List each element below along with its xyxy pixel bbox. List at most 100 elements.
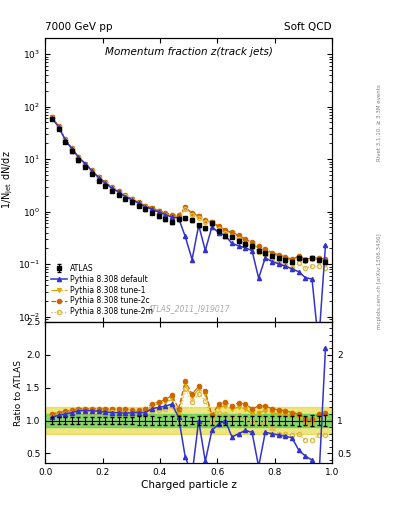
Pythia 8.308 default xyxy=(136,200,141,206)
Pythia 8.308 tune-2c xyxy=(323,257,328,263)
Pythia 8.308 default xyxy=(143,204,148,210)
Pythia 8.308 default xyxy=(156,209,161,215)
Bar xyxy=(45,408,332,434)
Y-axis label: 1/N$_{\rm jet}$ dN/dz: 1/N$_{\rm jet}$ dN/dz xyxy=(1,151,15,209)
Pythia 8.308 default xyxy=(223,232,228,239)
Pythia 8.308 tune-1 xyxy=(276,253,281,259)
Pythia 8.308 default xyxy=(116,189,121,195)
Pythia 8.308 tune-2m xyxy=(310,263,314,269)
Pythia 8.308 default xyxy=(90,168,94,174)
Pythia 8.308 tune-2m xyxy=(110,185,114,191)
Pythia 8.308 tune-2m xyxy=(163,212,168,219)
Pythia 8.308 tune-2c xyxy=(190,210,195,216)
Pythia 8.308 default xyxy=(217,229,221,236)
Pythia 8.308 default xyxy=(103,180,108,186)
Pythia 8.308 default xyxy=(63,137,68,143)
Pythia 8.308 tune-1 xyxy=(56,123,61,130)
Pythia 8.308 tune-1 xyxy=(76,154,81,160)
Pythia 8.308 tune-2c xyxy=(56,123,61,129)
Pythia 8.308 default xyxy=(203,247,208,253)
Pythia 8.308 tune-2m xyxy=(256,249,261,255)
Pythia 8.308 tune-2m xyxy=(236,236,241,242)
Pythia 8.308 tune-2m xyxy=(223,230,228,237)
Pythia 8.308 default xyxy=(190,257,195,263)
Pythia 8.308 tune-2m xyxy=(150,206,154,212)
Pythia 8.308 tune-2m xyxy=(156,210,161,216)
Pythia 8.308 tune-2m xyxy=(217,226,221,232)
Pythia 8.308 tune-2m xyxy=(70,146,74,152)
Pythia 8.308 tune-2c xyxy=(123,192,128,198)
Line: Pythia 8.308 tune-1: Pythia 8.308 tune-1 xyxy=(50,115,327,263)
Pythia 8.308 tune-1 xyxy=(110,184,114,190)
Pythia 8.308 tune-2c xyxy=(50,114,54,120)
Pythia 8.308 tune-1 xyxy=(243,238,248,244)
Pythia 8.308 tune-2m xyxy=(196,215,201,221)
Pythia 8.308 tune-2m xyxy=(50,115,54,121)
Pythia 8.308 default xyxy=(230,241,234,247)
Pythia 8.308 default xyxy=(256,275,261,281)
Pythia 8.308 tune-1 xyxy=(303,258,308,264)
Pythia 8.308 tune-2m xyxy=(76,154,81,160)
Pythia 8.308 tune-2c xyxy=(303,257,308,263)
Legend: ATLAS, Pythia 8.308 default, Pythia 8.308 tune-1, Pythia 8.308 tune-2c, Pythia 8: ATLAS, Pythia 8.308 default, Pythia 8.30… xyxy=(49,262,155,318)
Pythia 8.308 default xyxy=(150,206,154,212)
Pythia 8.308 tune-2c xyxy=(263,246,268,252)
Pythia 8.308 tune-2c xyxy=(76,154,81,160)
Pythia 8.308 tune-2m xyxy=(170,215,174,221)
Pythia 8.308 tune-1 xyxy=(250,241,254,247)
Pythia 8.308 tune-2c xyxy=(103,179,108,185)
Pythia 8.308 tune-2c xyxy=(170,212,174,218)
Pythia 8.308 tune-2c xyxy=(217,223,221,229)
Pythia 8.308 default xyxy=(296,269,301,275)
Pythia 8.308 tune-2c xyxy=(150,205,154,211)
Pythia 8.308 tune-2m xyxy=(303,265,308,271)
Pythia 8.308 tune-2m xyxy=(136,201,141,207)
Text: 7000 GeV pp: 7000 GeV pp xyxy=(45,22,113,32)
Pythia 8.308 tune-1 xyxy=(270,251,274,257)
Pythia 8.308 default xyxy=(196,222,201,228)
Pythia 8.308 tune-1 xyxy=(163,210,168,217)
Pythia 8.308 default xyxy=(83,161,88,167)
Pythia 8.308 tune-1 xyxy=(136,200,141,206)
Pythia 8.308 default xyxy=(310,276,314,282)
Pythia 8.308 tune-2m xyxy=(143,204,148,210)
Pythia 8.308 tune-2c xyxy=(63,136,68,142)
Pythia 8.308 tune-1 xyxy=(63,137,68,143)
Pythia 8.308 default xyxy=(56,124,61,130)
Text: mcplots.cern.ch [arXiv:1306.3436]: mcplots.cern.ch [arXiv:1306.3436] xyxy=(377,234,382,329)
Pythia 8.308 tune-2c xyxy=(310,254,314,261)
Pythia 8.308 tune-1 xyxy=(236,233,241,240)
Pythia 8.308 tune-2c xyxy=(176,212,181,219)
Pythia 8.308 default xyxy=(50,115,54,121)
Pythia 8.308 tune-2c xyxy=(156,207,161,214)
Pythia 8.308 default xyxy=(209,224,214,230)
Pythia 8.308 tune-2m xyxy=(316,263,321,269)
Pythia 8.308 tune-2c xyxy=(209,219,214,225)
Pythia 8.308 tune-1 xyxy=(170,213,174,219)
Pythia 8.308 tune-2m xyxy=(290,265,294,271)
Pythia 8.308 tune-1 xyxy=(256,245,261,251)
Pythia 8.308 tune-1 xyxy=(290,258,294,264)
Pythia 8.308 tune-2m xyxy=(83,161,88,167)
Pythia 8.308 tune-1 xyxy=(203,218,208,224)
Pythia 8.308 tune-2c xyxy=(90,167,94,174)
Pythia 8.308 tune-2m xyxy=(190,212,195,218)
Pythia 8.308 default xyxy=(96,175,101,181)
Pythia 8.308 default xyxy=(283,263,288,269)
Pythia 8.308 tune-2m xyxy=(263,251,268,257)
Pythia 8.308 tune-2m xyxy=(230,233,234,239)
Pythia 8.308 tune-2c xyxy=(96,174,101,180)
Pythia 8.308 default xyxy=(123,194,128,200)
Pythia 8.308 default xyxy=(176,215,181,221)
Pythia 8.308 tune-1 xyxy=(190,210,195,217)
Pythia 8.308 tune-2m xyxy=(90,168,94,175)
Pythia 8.308 default xyxy=(183,233,187,240)
Pythia 8.308 default xyxy=(290,266,294,272)
Pythia 8.308 default xyxy=(303,274,308,281)
Pythia 8.308 tune-2c xyxy=(143,203,148,209)
Pythia 8.308 tune-1 xyxy=(316,256,321,262)
Pythia 8.308 tune-2m xyxy=(103,180,108,186)
Pythia 8.308 tune-2c xyxy=(116,188,121,194)
Pythia 8.308 tune-2c xyxy=(250,239,254,245)
Pythia 8.308 tune-2c xyxy=(83,160,88,166)
